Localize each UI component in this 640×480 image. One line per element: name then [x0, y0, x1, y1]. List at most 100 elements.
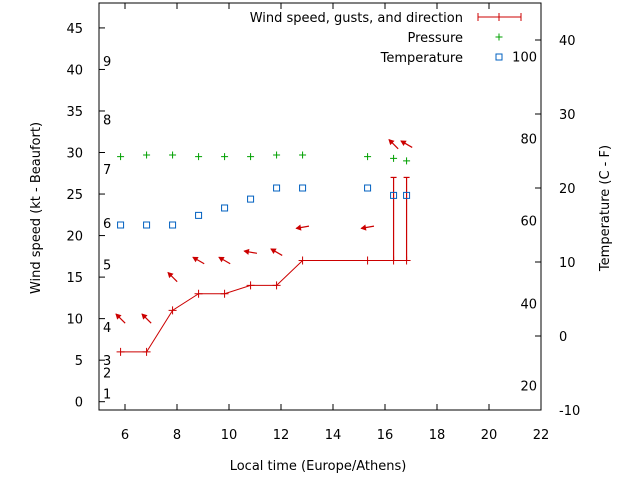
wind-direction-arrow: [295, 224, 310, 231]
x-tick-label: 12: [273, 428, 290, 443]
x-tick-label: 16: [377, 428, 394, 443]
wind-speed-point: [194, 289, 203, 298]
legend-swatch-marker: [495, 53, 503, 61]
wind-speed-point: [246, 281, 255, 290]
plot-frame: [98, 2, 542, 411]
legend-label: Pressure: [407, 31, 463, 46]
wind-direction-head: [388, 139, 395, 146]
y-tick-label: 10: [66, 313, 83, 328]
legend-swatch-marker: [495, 33, 503, 41]
y2-tick-label: 0: [559, 330, 567, 345]
wind-direction-head: [141, 313, 148, 320]
wind-speed-point: [142, 347, 151, 356]
y-tick-label: 20: [66, 230, 83, 245]
wind-direction-arrow: [167, 271, 178, 283]
wind-direction-arrow: [360, 224, 375, 231]
wind-direction-arrow: [270, 248, 283, 256]
y-tick-label: 45: [66, 22, 83, 37]
wind-speed-point: [298, 256, 307, 265]
wind-direction-head: [360, 224, 367, 231]
beaufort-label: 3: [103, 354, 111, 369]
beaufort-label: 6: [103, 217, 111, 232]
y2-tick-label: 40: [559, 34, 576, 49]
fahrenheit-label: 100: [512, 50, 537, 65]
temperature-point: [117, 221, 125, 229]
wind-direction-head: [295, 224, 302, 231]
y2-tick-label: -10: [559, 404, 580, 419]
beaufort-label: 4: [103, 321, 111, 336]
x-tick-label: 10: [221, 428, 238, 443]
wind-direction-arrow: [141, 313, 152, 324]
y-tick-label: 35: [66, 105, 83, 120]
x-tick-label: 22: [533, 428, 550, 443]
temperature-point: [247, 195, 255, 203]
wind-speed-line: [120, 260, 407, 353]
beaufort-label: 9: [103, 55, 111, 70]
legend-label: Wind speed, gusts, and direction: [250, 11, 463, 26]
wind-speed-point: [272, 281, 281, 290]
legend-label: Temperature: [380, 51, 463, 66]
pressure-point: [364, 153, 372, 161]
x-tick-label: 20: [481, 428, 498, 443]
wind-direction-arrow: [243, 248, 258, 255]
beaufort-label: 5: [103, 259, 111, 274]
temperature-point: [169, 221, 177, 229]
y-tick-label: 0: [75, 396, 83, 411]
temperature-point: [364, 184, 372, 192]
y-tick-label: 25: [66, 188, 83, 203]
pressure-point: [117, 153, 125, 161]
pressure-point: [390, 154, 398, 162]
x-axis-label: Local time (Europe/Athens): [230, 459, 407, 474]
y-tick-label: 5: [75, 354, 83, 369]
y2-tick-label: 10: [559, 256, 576, 271]
wind-speed-point: [220, 289, 229, 298]
pressure-point: [403, 157, 411, 165]
pressure-point: [273, 151, 281, 159]
wind-direction-arrow: [388, 139, 399, 150]
pressure-point: [299, 151, 307, 159]
x-tick-label: 14: [325, 428, 342, 443]
wind-direction-head: [400, 140, 407, 147]
wind-direction-arrow: [400, 140, 413, 148]
y-axis-label: Wind speed (kt - Beaufort): [29, 122, 44, 294]
wind-speed-point: [168, 306, 177, 315]
fahrenheit-label: 20: [520, 380, 537, 395]
x-tick-label: 6: [121, 428, 129, 443]
wind-direction-head: [115, 313, 122, 320]
y-tick-label: 40: [66, 63, 83, 78]
beaufort-label: 8: [103, 113, 111, 128]
beaufort-label: 7: [103, 163, 111, 178]
wind-direction-arrow: [115, 313, 126, 324]
wind-direction-head: [243, 248, 250, 255]
temperature-point: [143, 221, 151, 229]
fahrenheit-label: 60: [520, 215, 537, 230]
temperature-point: [221, 204, 229, 212]
wind-direction-head: [270, 248, 277, 254]
wind-direction-arrow: [192, 256, 205, 265]
beaufort-label: 2: [103, 367, 111, 382]
temperature-point: [273, 184, 281, 192]
temperature-point: [403, 191, 411, 199]
fahrenheit-label: 80: [520, 132, 537, 147]
y-tick-label: 15: [66, 271, 83, 286]
pressure-point: [143, 151, 151, 159]
wind-direction-head: [167, 271, 174, 279]
y2-tick-label: 20: [559, 182, 576, 197]
pressure-point: [247, 153, 255, 161]
wind-direction-head: [192, 256, 199, 263]
temperature-point: [195, 211, 203, 219]
pressure-point: [221, 153, 229, 161]
wind-speed-point: [116, 347, 125, 356]
y2-tick-label: 30: [559, 108, 576, 123]
pressure-point: [169, 151, 177, 159]
wind-direction-head: [218, 256, 225, 263]
wind-speed-point: [363, 256, 372, 265]
fahrenheit-label: 40: [520, 297, 537, 312]
wind-direction-arrow: [218, 256, 231, 265]
y2-axis-label: Temperature (C - F): [598, 145, 613, 272]
y-tick-label: 30: [66, 147, 83, 162]
x-tick-label: 18: [429, 428, 446, 443]
beaufort-label: 1: [103, 387, 111, 402]
pressure-point: [195, 153, 203, 161]
